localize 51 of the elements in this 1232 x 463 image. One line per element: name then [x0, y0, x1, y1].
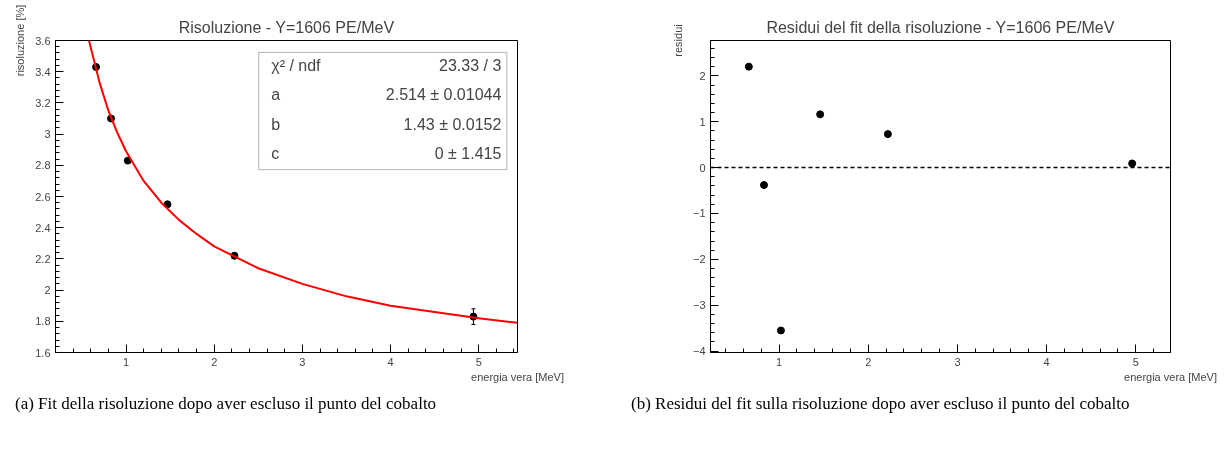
y-tick-label: 1 [699, 115, 706, 128]
x-tick-label: 1 [122, 355, 130, 368]
line-series [88, 40, 518, 324]
point [776, 326, 785, 335]
annotation: c [271, 144, 280, 162]
y-tick-label: 2 [699, 69, 706, 82]
annotation: 0 ± 1.415 [434, 144, 502, 162]
y-tick-label: 2.4 [35, 221, 51, 234]
x-tick-label: 4 [1043, 355, 1050, 368]
y-tick-label: 1.8 [35, 315, 51, 328]
y-axis-title: risoluzione [%] [14, 4, 27, 77]
x-tick-label: 2 [865, 355, 872, 368]
point [744, 62, 753, 71]
x-axis-title: energia vera [MeV] [1124, 370, 1217, 383]
x-tick-label: 1 [776, 355, 783, 368]
x-tick-label: 4 [387, 355, 394, 368]
text: (a) Fit della risoluzione dopo aver escluso il punto del cobalto [15, 393, 437, 415]
text: (b) Residui del fit sulla risoluzione dopo aver escluso il punto del cobalto [631, 393, 1130, 415]
y-tick-label: 3 [44, 128, 51, 141]
y-tick-label: 3.4 [35, 65, 51, 78]
y-tick-label: 2.8 [35, 159, 51, 172]
y-tick-label: 3.2 [35, 96, 51, 109]
y-tick-label: 0 [699, 161, 706, 174]
x-tick-label: 5 [1132, 355, 1139, 368]
point [883, 130, 892, 139]
x-tick-label: 3 [954, 355, 961, 368]
x-tick-label: 2 [211, 355, 218, 368]
annotation: a [271, 86, 281, 104]
x-tick-label: 5 [475, 355, 482, 368]
y-tick-label: −2 [692, 253, 706, 266]
annotation: 2.514 ± 0.01044 [385, 86, 502, 104]
y-tick-label: −4 [692, 345, 706, 358]
y-tick-label: −3 [692, 299, 706, 312]
x-axis-title: energia vera [MeV] [471, 370, 564, 383]
y-tick-label: 2.6 [35, 190, 51, 203]
y-tick-label: 1.6 [35, 346, 51, 359]
x-tick-label: 3 [299, 355, 306, 368]
y-tick-label: 2 [44, 284, 51, 297]
chart-title: Risoluzione - Y=1606 PE/MeV [178, 18, 395, 36]
point [816, 110, 825, 119]
annotation: 1.43 ± 0.0152 [403, 115, 502, 133]
annotation: b [271, 115, 281, 133]
annotation: χ² / ndf [271, 56, 322, 74]
annotation: 23.33 / 3 [439, 56, 502, 74]
y-tick-label: 3.6 [35, 34, 51, 47]
y-tick-label: 2.2 [35, 252, 51, 265]
point [759, 181, 768, 190]
y-axis-title: residui [671, 24, 684, 57]
point [1128, 159, 1137, 168]
chart-title: Residui del fit della risoluzione - Y=1606 PE/MeV [766, 18, 1115, 36]
y-tick-label: −1 [692, 207, 706, 220]
